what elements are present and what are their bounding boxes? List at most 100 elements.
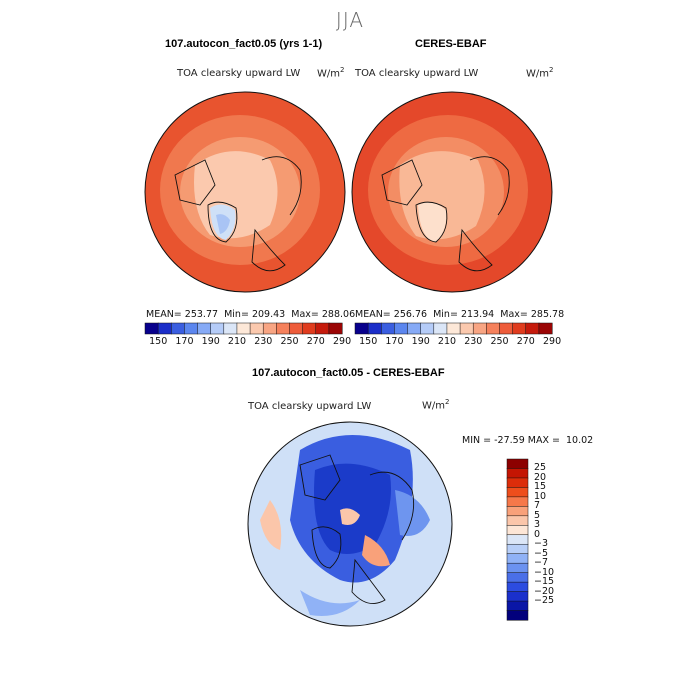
model-colorbar-swatch xyxy=(262,322,277,335)
model-colorbar-swatch xyxy=(328,322,343,335)
diff-colorbar-swatch xyxy=(506,562,529,574)
obs-colorbar-labels: 150 170 190 210 230 250 270 290 xyxy=(355,336,561,350)
obs-colorbar-swatch xyxy=(367,322,382,335)
model-colorbar-swatch xyxy=(315,322,330,335)
diff-colorbar-swatch xyxy=(506,506,529,517)
obs-colorbar-swatch xyxy=(420,322,435,335)
obs-colorbar-swatch xyxy=(433,322,448,335)
model-coastline-greenland xyxy=(207,201,238,243)
model-colorbar-swatch xyxy=(236,322,251,335)
diff-panel-title: 107.autocon_fact0.05 - CERES-EBAF xyxy=(252,367,445,379)
model-panel-title: 107.autocon_fact0.05 (yrs 1-1) xyxy=(165,38,323,50)
diff-siberia-negative xyxy=(395,490,430,536)
obs-colorbar-swatch xyxy=(354,322,369,335)
model-colorbar-tick: 170 xyxy=(175,336,194,347)
obs-colorbar-swatch xyxy=(459,322,474,335)
model-colorbar-swatch xyxy=(223,322,238,335)
obs-map-border xyxy=(351,91,553,293)
model-subpolar-band xyxy=(180,137,300,247)
diff-colorbar-swatch xyxy=(506,458,529,470)
obs-colorbar-swatch xyxy=(381,322,395,335)
diff-colorbar-swatch xyxy=(506,591,529,602)
model-colorbar-labels: 150 170 190 210 230 250 270 290 xyxy=(145,336,351,350)
model-arctic-region xyxy=(194,151,278,239)
obs-colorbar-swatch xyxy=(472,322,487,335)
obs-max-value: 285.78 xyxy=(530,309,565,320)
model-colorbar-swatch xyxy=(210,322,225,335)
obs-colorbar-tick: 290 xyxy=(543,336,562,347)
obs-colorbar-tick: 230 xyxy=(464,336,483,347)
diff-max-value: 10.02 xyxy=(566,435,594,446)
obs-coastline-north-america xyxy=(381,159,423,206)
model-colorbar-tick: 290 xyxy=(333,336,352,347)
diff-colorbar-tick: 15 xyxy=(534,481,547,493)
diff-colorbar-tick: −15 xyxy=(534,576,555,588)
diff-coastline-europe xyxy=(351,558,386,605)
model-max-value: 288.06 xyxy=(321,309,356,320)
obs-unit-exp: 2 xyxy=(549,66,554,74)
diff-colorbar-tick: −20 xyxy=(534,585,555,597)
obs-mean-value: 256.76 xyxy=(393,309,428,320)
diff-variable-label: TOA clearsky upward LW xyxy=(248,401,372,412)
obs-coastline-europe xyxy=(458,228,493,272)
diff-coastline-north-america xyxy=(299,454,341,501)
diff-unit-text: W/m xyxy=(422,400,445,412)
diff-colorbar-tick: −3 xyxy=(534,538,549,550)
obs-arctic-region xyxy=(399,151,485,240)
diff-colorbar-swatch xyxy=(506,581,529,593)
model-variable-label: TOA clearsky upward LW xyxy=(177,68,301,79)
model-colorbar-tick: 210 xyxy=(227,336,247,347)
diff-colorbar-swatch xyxy=(506,496,529,507)
obs-unit-text: W/m xyxy=(526,68,549,80)
obs-coastline-siberia xyxy=(469,156,510,216)
obs-coastline-greenland xyxy=(415,201,448,243)
model-colorbar-swatch xyxy=(184,322,199,335)
obs-colorbar-tick: 150 xyxy=(359,336,378,347)
diff-positive-patch-west xyxy=(260,500,282,550)
diff-colorbar-swatch xyxy=(506,572,529,583)
obs-min-value: 213.94 xyxy=(460,309,495,320)
diff-colorbar-swatch xyxy=(506,553,529,564)
model-colorbar-swatch xyxy=(197,322,212,335)
diff-colorbar-tick: −7 xyxy=(534,557,549,569)
model-max-label: Max= xyxy=(291,309,319,320)
model-colorbar-tick: 250 xyxy=(280,336,299,347)
model-colorbar-swatch xyxy=(302,322,317,335)
obs-min-label: Min= xyxy=(433,309,458,320)
obs-mean-label: MEAN= xyxy=(355,309,391,320)
diff-colorbar-tick: 20 xyxy=(534,471,547,483)
diff-colorbar-swatch xyxy=(506,600,529,612)
obs-stats: MEAN= 256.76 Min= 213.94 Max= 285.78 xyxy=(355,309,564,320)
model-midlat-band xyxy=(160,115,320,265)
obs-outer-field xyxy=(352,92,552,292)
obs-colorbar-swatch xyxy=(486,322,501,335)
diff-positive-patch-europe xyxy=(362,535,390,567)
obs-colorbar-swatch xyxy=(407,322,422,335)
model-colorbar-tick: 150 xyxy=(149,336,168,347)
model-mean-label: MEAN= xyxy=(146,309,182,320)
obs-greenland-region xyxy=(418,202,447,242)
diff-coastline-greenland xyxy=(311,526,342,569)
obs-variable-label: TOA clearsky upward LW xyxy=(355,68,479,79)
obs-panel-title: CERES-EBAF xyxy=(415,38,487,50)
obs-colorbar xyxy=(354,322,553,335)
obs-colorbar-swatch xyxy=(446,322,461,335)
diff-colorbar-swatch xyxy=(506,610,529,621)
diff-coastline-siberia xyxy=(369,471,415,541)
diff-negative-core xyxy=(290,435,413,583)
model-greenland-core xyxy=(216,214,230,234)
diff-colorbar-tick: −5 xyxy=(534,547,549,559)
obs-colorbar-tick: 210 xyxy=(437,336,457,347)
obs-max-label: Max= xyxy=(500,309,528,320)
model-colorbar-swatch xyxy=(144,322,159,335)
obs-unit-label: W/m2 xyxy=(526,66,553,79)
model-map-border xyxy=(144,91,346,293)
model-unit-exp: 2 xyxy=(340,66,345,74)
model-coastline-europe xyxy=(251,228,286,272)
obs-colorbar-swatch xyxy=(525,322,540,335)
diff-colorbar-tick: 3 xyxy=(534,519,541,531)
model-unit-text: W/m xyxy=(317,68,340,80)
